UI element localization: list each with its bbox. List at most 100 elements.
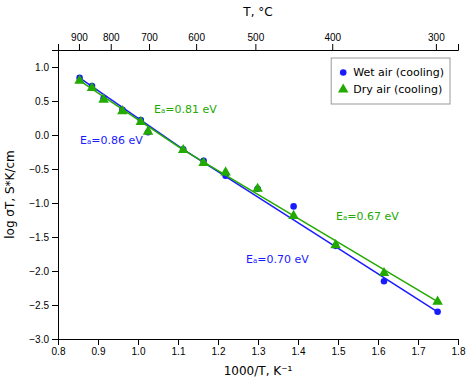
tick-mark <box>149 44 150 50</box>
tick-mark <box>52 67 58 68</box>
tick: −0.5 <box>29 164 58 175</box>
series <box>74 75 443 305</box>
fit-line <box>183 149 437 312</box>
tick-label: 0.9 <box>92 346 106 357</box>
tick-mark <box>52 237 58 238</box>
tick-label: 700 <box>141 32 158 43</box>
point <box>98 94 109 103</box>
tick-label: 300 <box>428 32 445 43</box>
tick-label: 0.5 <box>35 96 49 107</box>
tick-mark <box>52 339 58 340</box>
tick-label: 1.8 <box>452 346 466 357</box>
tick-mark <box>338 339 339 345</box>
x2-axis: 900800700600500400300 <box>59 32 459 51</box>
tick: 1.6 <box>372 339 386 357</box>
point <box>288 210 299 219</box>
tick: 1.0 <box>35 62 58 73</box>
tick: 1.4 <box>292 339 306 357</box>
tick: −2.0 <box>29 266 58 277</box>
tick: 300 <box>428 32 445 50</box>
annotation: Eₐ=0.86 eV <box>80 134 143 147</box>
fit-line <box>183 150 437 302</box>
tick: 1.8 <box>452 339 466 357</box>
x-axis: 0.8 0.9 1.0 1.1 1.2 1.3 1.4 1.5 1.6 1.7 1.8 <box>52 339 466 357</box>
legend-marker <box>340 69 347 76</box>
legend: Wet air (cooling) Dry air (cooling) <box>331 58 450 104</box>
legend-label: Dry air (cooling) <box>353 83 442 96</box>
tick-label: 1.5 <box>332 346 346 357</box>
tick: 1.5 <box>332 339 346 357</box>
point <box>198 157 209 166</box>
tick-mark <box>52 135 58 136</box>
tick-label: 1.1 <box>172 346 186 357</box>
tick: 800 <box>103 32 120 50</box>
tick-mark <box>255 44 256 50</box>
tick: 1.7 <box>412 339 426 357</box>
point <box>178 144 189 153</box>
tick-mark <box>436 44 437 50</box>
tick-label: 1.7 <box>412 346 426 357</box>
tick: −2.5 <box>29 300 58 311</box>
tick: 0.0 <box>35 130 58 141</box>
tick: 0.8 <box>52 339 66 357</box>
tick-label: 1.3 <box>252 346 266 357</box>
tick: −3.0 <box>29 334 58 345</box>
x2-axis-title: T, °C <box>242 5 272 19</box>
annotation: Eₐ=0.67 eV <box>336 210 399 223</box>
tick-label: −3.0 <box>29 334 49 345</box>
tick-label: 800 <box>103 32 120 43</box>
axis-line <box>59 340 459 346</box>
legend-label: Wet air (cooling) <box>353 66 444 79</box>
tick-label: 1.2 <box>212 346 226 357</box>
tick-label: 1.6 <box>372 346 386 357</box>
tick-label: −1.5 <box>29 232 49 243</box>
y-axis: −3.0−2.5−2.0−1.5−1.0−0.50.00.51.0 <box>29 51 58 345</box>
tick-mark <box>178 339 179 345</box>
tick-label: 1.0 <box>132 346 146 357</box>
tick-mark <box>378 339 379 345</box>
point <box>381 278 388 285</box>
tick: 400 <box>324 32 341 50</box>
axis-line <box>59 44 459 51</box>
tick-label: 400 <box>324 32 341 43</box>
tick-label: 900 <box>71 32 88 43</box>
tick: 1.3 <box>252 339 266 357</box>
chart: 0.8 0.9 1.0 1.1 1.2 1.3 1.4 1.5 1.6 1.7 1.8 −3.0 −2.… <box>0 0 474 383</box>
plot: 0.8 0.9 1.0 1.1 1.2 1.3 1.4 1.5 1.6 1.7 1.8 −3.0 −2.… <box>29 32 466 357</box>
point <box>136 116 147 125</box>
tick: 0.9 <box>92 339 106 357</box>
tick: 1.0 <box>132 339 146 357</box>
marks <box>74 75 443 316</box>
tick-label: −0.5 <box>29 164 49 175</box>
tick-mark <box>258 339 259 345</box>
tick-mark <box>98 339 99 345</box>
tick: 1.2 <box>212 339 226 357</box>
tick-mark <box>138 339 139 345</box>
series <box>76 75 441 315</box>
point <box>252 183 263 192</box>
tick: 500 <box>248 32 265 50</box>
annotations: Eₐ=0.81 eVEₐ=0.86 eVEₐ=0.67 eVEₐ=0.70 eV <box>80 103 399 266</box>
tick-mark <box>458 339 459 345</box>
point <box>74 75 85 84</box>
axis-line <box>52 51 59 340</box>
legend-marker <box>338 83 349 92</box>
point <box>220 166 231 175</box>
tick-mark <box>52 169 58 170</box>
tick-mark <box>52 203 58 204</box>
y-axis-title: log σT, S*K/cm <box>3 150 17 239</box>
tick: −1.5 <box>29 232 58 243</box>
tick-mark <box>332 44 333 50</box>
point <box>432 296 443 305</box>
tick-label: −2.0 <box>29 266 49 277</box>
tick: 900 <box>71 32 88 50</box>
tick-mark <box>298 339 299 345</box>
tick-mark <box>218 339 219 345</box>
point <box>434 309 441 316</box>
tick: 700 <box>141 32 158 50</box>
tick-mark <box>52 101 58 102</box>
tick: 0.5 <box>35 96 58 107</box>
tick-mark <box>52 305 58 306</box>
point <box>87 82 98 91</box>
tick-label: 1.4 <box>292 346 306 357</box>
